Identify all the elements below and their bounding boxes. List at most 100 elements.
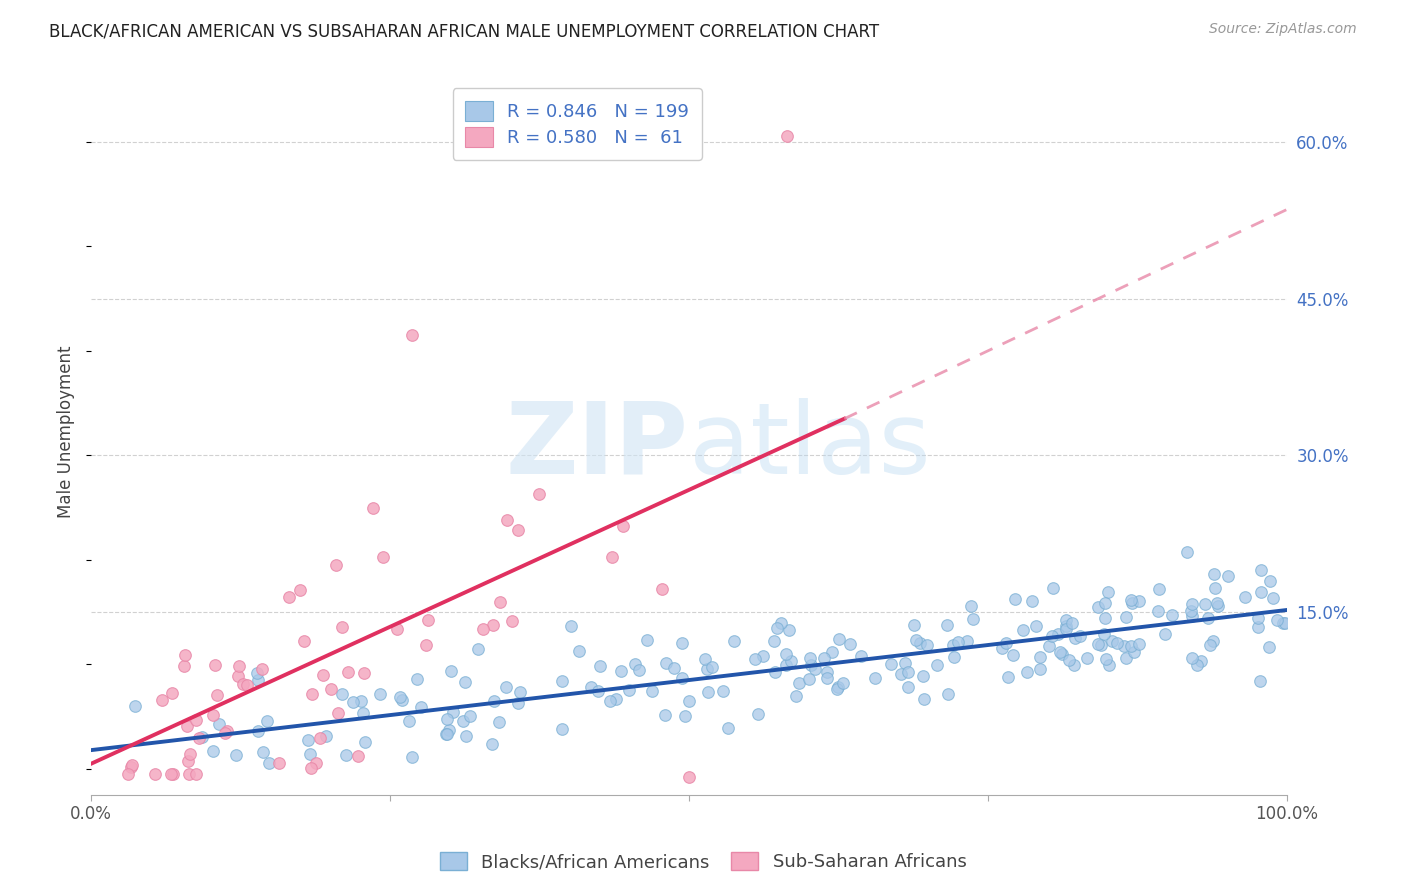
Point: [363, 501, 385, 516]
Point: [605, 691, 627, 706]
Point: [1205, 596, 1227, 610]
Point: [409, 700, 432, 714]
Point: [368, 686, 391, 700]
Point: [337, 665, 360, 679]
Point: [436, 712, 458, 726]
Point: [1069, 629, 1091, 643]
Point: [1181, 597, 1204, 611]
Point: [1046, 627, 1069, 641]
Point: [1206, 599, 1229, 613]
Point: [1052, 647, 1074, 661]
Point: [956, 633, 979, 648]
Point: [1147, 582, 1170, 597]
Point: [441, 706, 464, 720]
Point: [849, 649, 872, 664]
Point: [820, 644, 842, 658]
Point: [176, 754, 198, 768]
Point: [1199, 638, 1222, 652]
Point: [654, 657, 676, 671]
Point: [1090, 638, 1112, 652]
Point: [799, 651, 821, 665]
Point: [938, 687, 960, 701]
Point: [1180, 604, 1202, 618]
Point: [550, 722, 572, 736]
Point: [529, 487, 551, 501]
Point: [804, 662, 827, 676]
Point: [995, 636, 1018, 650]
Point: [1216, 568, 1239, 582]
Point: [1258, 574, 1281, 588]
Point: [215, 723, 238, 738]
Point: [903, 618, 925, 632]
Point: [187, 731, 209, 745]
Point: [1054, 619, 1077, 633]
Point: [586, 683, 609, 698]
Point: [235, 677, 257, 691]
Point: [177, 767, 200, 781]
Point: [388, 690, 411, 704]
Point: [827, 680, 849, 694]
Point: [651, 582, 673, 596]
Point: [471, 622, 494, 636]
Point: [612, 519, 634, 533]
Point: [579, 680, 602, 694]
Point: [299, 747, 322, 761]
Point: [458, 708, 481, 723]
Point: [800, 657, 823, 672]
Point: [641, 684, 664, 698]
Point: [863, 671, 886, 685]
Point: [997, 670, 1019, 684]
Point: [179, 747, 201, 761]
Point: [897, 681, 920, 695]
Point: [488, 715, 510, 730]
Legend: Blacks/African Americans, Sub-Saharan Africans: Blacks/African Americans, Sub-Saharan Af…: [432, 845, 974, 879]
Point: [623, 657, 645, 671]
Point: [723, 634, 745, 648]
Point: [385, 622, 408, 636]
Point: [551, 674, 574, 689]
Point: [1247, 611, 1270, 625]
Point: [671, 671, 693, 685]
Text: BLACK/AFRICAN AMERICAN VS SUBSAHARAN AFRICAN MALE UNEMPLOYMENT CORRELATION CHART: BLACK/AFRICAN AMERICAN VS SUBSAHARAN AFR…: [49, 22, 879, 40]
Point: [454, 729, 477, 743]
Point: [880, 657, 903, 672]
Legend: R = 0.846   N = 199, R = 0.580   N =  61: R = 0.846 N = 199, R = 0.580 N = 61: [453, 88, 702, 160]
Point: [501, 615, 523, 629]
Point: [1147, 604, 1170, 618]
Point: [1105, 636, 1128, 650]
Point: [160, 686, 183, 700]
Point: [599, 694, 621, 708]
Point: [201, 708, 224, 723]
Point: [696, 662, 718, 676]
Point: [1180, 609, 1202, 624]
Point: [1258, 640, 1281, 655]
Point: [1197, 611, 1219, 625]
Point: [1094, 652, 1116, 666]
Point: [288, 582, 311, 597]
Point: [827, 682, 849, 697]
Point: [301, 687, 323, 701]
Point: [1115, 651, 1137, 665]
Point: [1160, 608, 1182, 623]
Point: [506, 696, 529, 710]
Point: [911, 669, 934, 683]
Point: [1094, 596, 1116, 610]
Text: Source: ZipAtlas.com: Source: ZipAtlas.com: [1209, 22, 1357, 37]
Point: [813, 650, 835, 665]
Point: [451, 714, 474, 728]
Point: [1087, 600, 1109, 615]
Point: [173, 648, 195, 662]
Point: [1029, 649, 1052, 664]
Point: [785, 690, 807, 704]
Point: [1015, 665, 1038, 679]
Point: [1029, 662, 1052, 676]
Point: [1153, 626, 1175, 640]
Point: [1021, 594, 1043, 608]
Point: [636, 633, 658, 648]
Point: [162, 767, 184, 781]
Point: [202, 744, 225, 758]
Point: [335, 748, 357, 763]
Point: [770, 616, 793, 631]
Point: [839, 637, 862, 651]
Point: [482, 618, 505, 632]
